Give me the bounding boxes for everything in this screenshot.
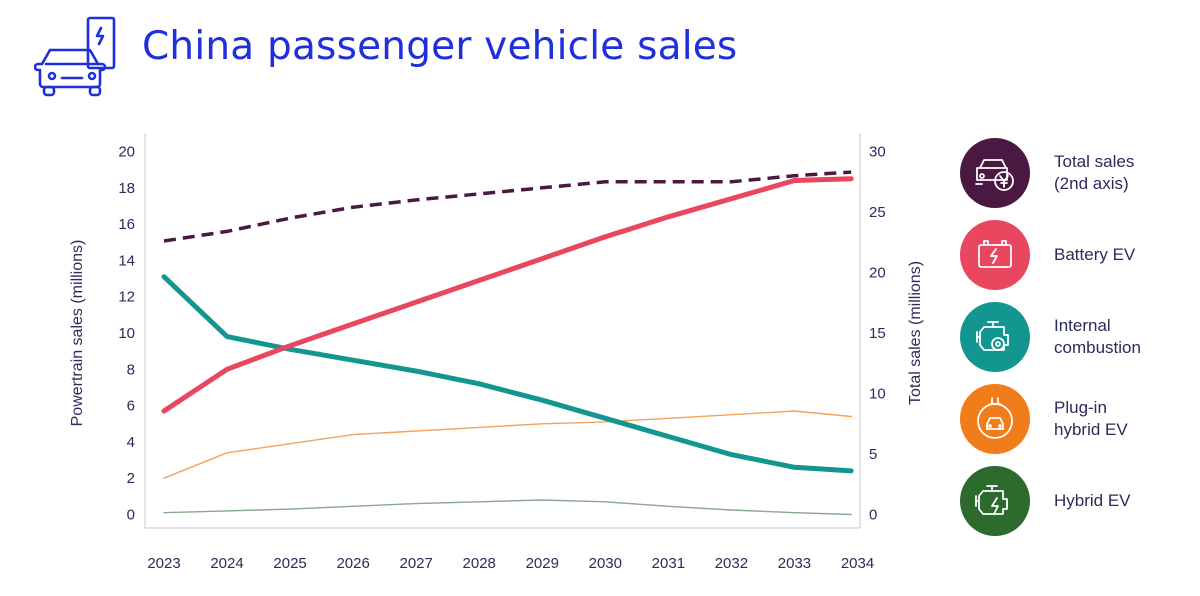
legend-label: Battery EV <box>1054 245 1136 264</box>
series-line-battery-ev <box>161 176 854 414</box>
x-tick-label: 2033 <box>778 555 811 572</box>
series-line-total-sales-2nd-axis <box>163 170 852 243</box>
series-line-plug-in-hybrid-ev <box>163 410 852 479</box>
engine-icon <box>960 302 1030 372</box>
y-tick-label: 4 <box>127 434 135 451</box>
y-tick-label: 18 <box>118 180 135 197</box>
x-tick-label: 2031 <box>652 555 685 572</box>
x-tick-label: 2028 <box>463 555 496 572</box>
y2-tick-label: 15 <box>869 325 886 342</box>
engine-bolt-icon <box>960 466 1030 536</box>
chart-axes <box>144 133 861 529</box>
ev-car-charging-icon <box>34 16 116 97</box>
x-tick-label: 2032 <box>715 555 748 572</box>
x-tick-label: 2034 <box>841 555 874 572</box>
y-tick-label: 12 <box>118 289 135 306</box>
y2-tick-label: 0 <box>869 507 877 524</box>
legend-label: Plug-in hybrid EV <box>1054 398 1128 439</box>
y2-tick-label: 5 <box>869 446 877 463</box>
x-tick-label: 2027 <box>399 555 432 572</box>
y-tick-label: 2 <box>127 470 135 487</box>
page-title: China passenger vehicle sales <box>142 24 738 69</box>
legend-item-plug-in-hybrid: Plug-in hybrid EV <box>960 384 1190 454</box>
legend-label: Internal combustion <box>1054 316 1141 357</box>
legend-label: Total sales (2nd axis) <box>1054 152 1135 193</box>
y2-axis-title: Total sales (millions) <box>907 261 924 405</box>
y2-tick-label: 20 <box>869 265 886 282</box>
chart-series <box>161 170 854 516</box>
car-yen-icon <box>960 138 1030 208</box>
x-tick-label: 2023 <box>147 555 180 572</box>
x-tick-label: 2029 <box>526 555 559 572</box>
car-plug-icon <box>960 384 1030 454</box>
x-tick-label: 2025 <box>273 555 306 572</box>
legend-item-hybrid-ev: Hybrid EV <box>960 466 1190 536</box>
y-tick-label: 8 <box>127 361 135 378</box>
x-tick-label: 2024 <box>210 555 243 572</box>
y-tick-label: 6 <box>127 398 135 415</box>
legend-item-total-sales: Total sales (2nd axis) <box>960 138 1190 208</box>
x-tick-label: 2030 <box>589 555 622 572</box>
y-tick-label: 10 <box>118 325 135 342</box>
y-tick-label: 16 <box>118 216 135 233</box>
x-tick-label: 2026 <box>336 555 369 572</box>
y-tick-label: 14 <box>118 252 135 269</box>
y-tick-label: 20 <box>118 144 135 161</box>
battery-icon <box>960 220 1030 290</box>
y2-tick-label: 25 <box>869 204 886 221</box>
y-tick-label: 0 <box>127 507 135 524</box>
legend-item-battery-ev: Battery EV <box>960 220 1190 290</box>
y2-tick-label: 30 <box>869 144 886 161</box>
series-line-hybrid-ev <box>163 499 852 516</box>
series-line-internal-combustion <box>161 274 854 474</box>
y-axis-title: Powertrain sales (millions) <box>69 240 86 427</box>
y2-tick-label: 10 <box>869 386 886 403</box>
legend-item-internal-combustion: Internal combustion <box>960 302 1190 372</box>
legend-label: Hybrid EV <box>1054 491 1131 510</box>
